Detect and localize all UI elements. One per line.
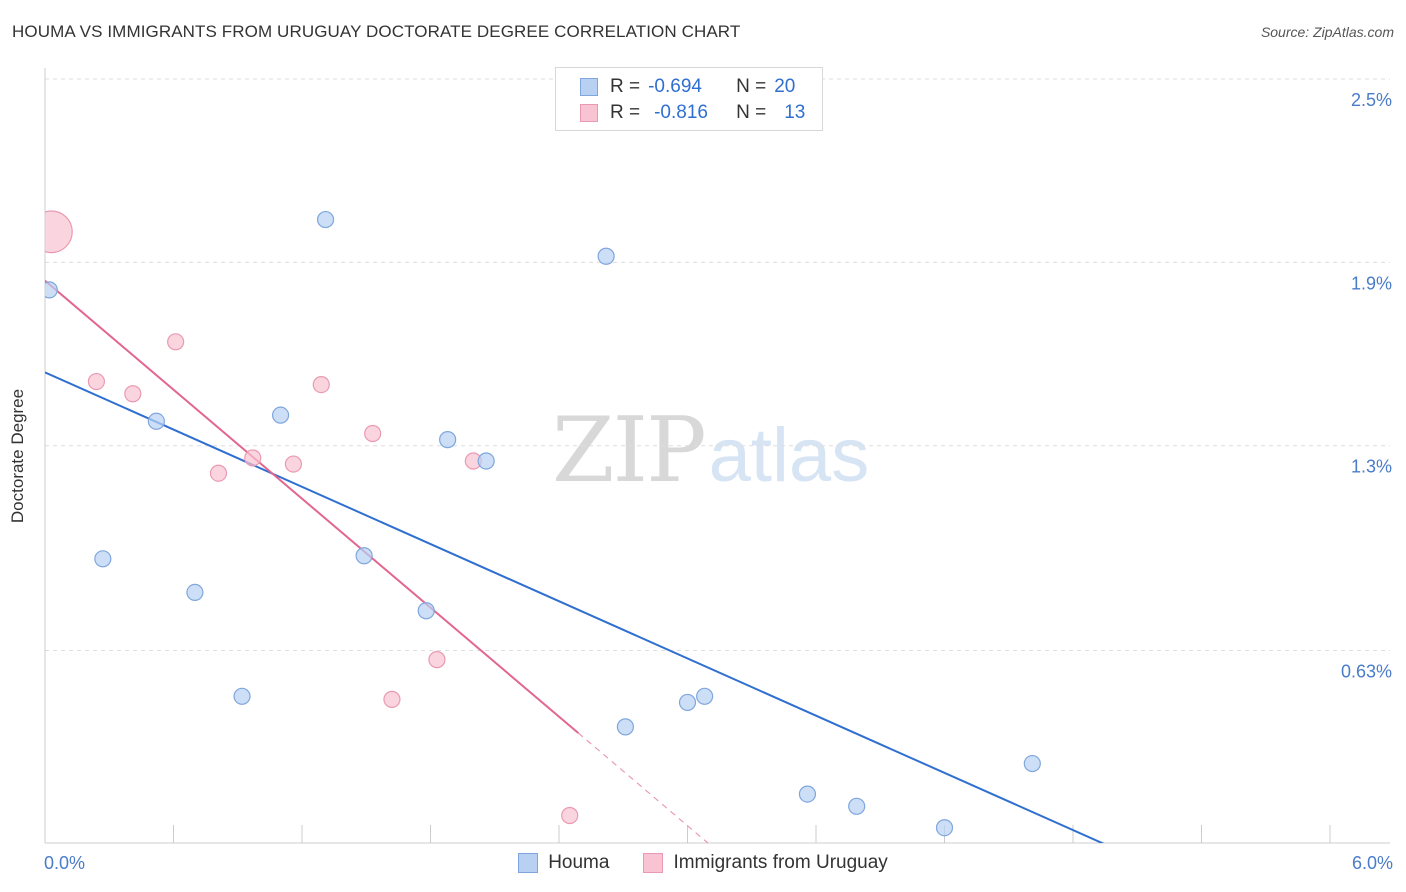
uruguay-point bbox=[284, 455, 303, 473]
houma-point bbox=[439, 431, 457, 449]
y-tick-label: 1.9% bbox=[1351, 273, 1392, 293]
legend-row-uruguay: R = -0.816 N = 13 bbox=[580, 100, 805, 126]
chart-title: HOUMA VS IMMIGRANTS FROM URUGUAY DOCTORA… bbox=[12, 22, 741, 41]
point-layer bbox=[45, 210, 1041, 837]
uruguay-trend-line bbox=[45, 279, 579, 734]
uruguay-point bbox=[244, 449, 262, 467]
uruguay-r-value: -0.816 bbox=[654, 102, 708, 123]
watermark: ZIPatlas bbox=[552, 398, 869, 503]
legend-uruguay-label: Immigrants from Uruguay bbox=[673, 852, 888, 873]
houma-r-value: -0.694 bbox=[648, 76, 702, 97]
houma-point bbox=[355, 547, 373, 565]
stats-legend: R = -0.694 N = 20 R = -0.816 N = 13 bbox=[555, 67, 823, 131]
y-tick-label: 0.63% bbox=[1341, 661, 1392, 681]
legend-item-houma: Houma bbox=[518, 852, 609, 874]
houma-point bbox=[477, 452, 495, 470]
uruguay-point bbox=[364, 424, 382, 443]
houma-point bbox=[678, 693, 697, 712]
watermark-atlas: atlas bbox=[708, 413, 870, 498]
legend-item-uruguay: Immigrants from Uruguay bbox=[643, 852, 888, 874]
houma-point bbox=[417, 602, 435, 620]
houma-point bbox=[616, 718, 634, 736]
uruguay-point bbox=[428, 651, 446, 669]
y-tick-label: 2.5% bbox=[1351, 90, 1392, 110]
uruguay-point bbox=[312, 376, 330, 394]
houma-point bbox=[597, 247, 615, 265]
houma-n-label: N = bbox=[736, 76, 767, 97]
grid-layer bbox=[45, 78, 1390, 651]
houma-trend-line bbox=[45, 371, 1105, 843]
houma-point bbox=[798, 785, 817, 803]
uruguay-point bbox=[209, 464, 228, 482]
houma-point bbox=[94, 550, 112, 568]
houma-point bbox=[935, 819, 954, 837]
trend-layer bbox=[45, 279, 1105, 843]
label-layer: 0.63% 1.3% 1.9% 2.5% 0.0% 6.0% bbox=[44, 90, 1393, 873]
series-legend: Houma Immigrants from Uruguay bbox=[0, 852, 1406, 874]
source-label: Source: ZipAtlas.com bbox=[1260, 24, 1394, 40]
houma-r-label: R = bbox=[610, 76, 641, 97]
houma-point bbox=[1023, 754, 1041, 773]
x-tick-label: 6.0% bbox=[1352, 853, 1393, 873]
y-tick-label: 1.3% bbox=[1351, 457, 1392, 477]
legend-houma-swatch bbox=[518, 853, 539, 873]
uruguay-point bbox=[45, 210, 73, 254]
uruguay-point bbox=[383, 690, 401, 708]
uruguay-point bbox=[167, 333, 185, 351]
uruguay-n-label: N = bbox=[736, 102, 767, 123]
houma-swatch bbox=[580, 78, 598, 96]
houma-point bbox=[848, 797, 866, 815]
houma-point bbox=[271, 406, 290, 424]
houma-point bbox=[45, 281, 58, 299]
houma-point bbox=[233, 687, 251, 705]
legend-row-houma: R = -0.694 N = 20 bbox=[580, 74, 795, 100]
houma-point bbox=[186, 583, 204, 602]
watermark-zip: ZIP bbox=[552, 398, 707, 503]
uruguay-swatch bbox=[580, 104, 598, 122]
uruguay-point bbox=[87, 372, 106, 391]
uruguay-trend-extension bbox=[577, 732, 709, 843]
legend-uruguay-swatch bbox=[643, 853, 664, 873]
houma-point bbox=[696, 687, 714, 705]
legend-houma-label: Houma bbox=[548, 852, 610, 873]
uruguay-point bbox=[124, 385, 142, 403]
x-tick-label: 0.0% bbox=[44, 853, 85, 873]
houma-point bbox=[316, 210, 335, 229]
uruguay-n-value: 13 bbox=[784, 102, 806, 123]
houma-point bbox=[147, 412, 165, 430]
uruguay-r-label: R = bbox=[610, 102, 641, 123]
houma-n-value: 20 bbox=[774, 76, 796, 97]
uruguay-point bbox=[561, 806, 579, 825]
